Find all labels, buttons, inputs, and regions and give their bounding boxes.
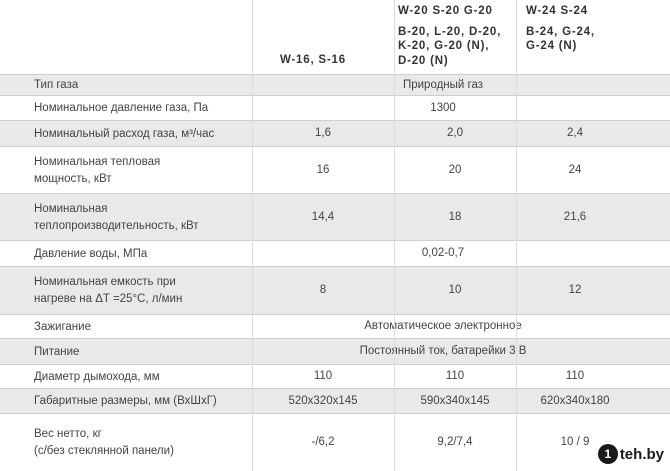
row-label-line: Зажигание — [34, 321, 91, 333]
header-line: W-20 S-20 G-20 — [398, 5, 493, 17]
header-col-w20: W-20 S-20 G-20 B-20, L-20, D-20, K-20, G… — [398, 4, 501, 68]
row-label-line: Номинальная тепловая — [34, 156, 161, 168]
row-label: Номинальный расход газа, м³/час — [34, 126, 214, 143]
row-label-line: Номинальная — [34, 203, 108, 215]
row-label-line: Диаметр дымохода, мм — [34, 371, 160, 383]
table-row: Номинальная емкость при нагреве на ΔT =25… — [0, 266, 670, 314]
row-label: Номинальное давление газа, Па — [34, 100, 208, 117]
row-label-line: Габаритные размеры, мм (ВхШхГ) — [34, 395, 217, 407]
row-value-c3: 21,6 — [563, 211, 587, 223]
row-label-line: теплопроизводительность, кВт — [34, 220, 199, 232]
header-line: W-16, S-16 — [280, 54, 346, 66]
row-value-c3: 620x340x180 — [540, 395, 610, 407]
table-header: W-16, S-16 W-20 S-20 G-20 B-20, L-20, D-… — [0, 0, 670, 74]
row-value-c1: 520x320x145 — [288, 395, 358, 407]
header-line: W-24 S-24 — [526, 5, 588, 17]
row-value-c3: 12 — [568, 284, 582, 296]
row-value-c1: 8 — [319, 284, 327, 296]
row-value-c1: -/6,2 — [311, 436, 335, 448]
row-label: Давление воды, МПа — [34, 246, 147, 263]
header-line: G-24 (N) — [526, 40, 578, 52]
row-value-merged: Постоянный ток, батарейки 3 В — [359, 345, 527, 357]
row-label-line: Номинальный расход газа, м³/час — [34, 128, 215, 140]
table-row: Вес нетто, кг (с/без стеклянной панели) -/… — [0, 413, 670, 471]
row-label-line: Вес нетто, кг — [34, 428, 102, 440]
table-row: Давление воды, МПа 0,02-0,7 — [0, 240, 670, 266]
row-value-c3: 24 — [568, 164, 582, 176]
row-value-merged: Природный газ — [402, 79, 484, 91]
header-line: B-20, L-20, D-20, — [398, 25, 502, 38]
row-label-line: мощность, кВт — [34, 173, 112, 185]
row-label: Зажигание — [34, 319, 91, 336]
watermark-badge: 1 — [597, 444, 618, 464]
table-row: Тип газа Природный газ — [0, 74, 670, 95]
row-value-c2: 9,2/7,4 — [437, 436, 473, 448]
row-label-line: Питание — [34, 346, 80, 358]
table-row: Номинальная тепловая мощность, кВт 16 20 24 — [0, 146, 670, 193]
table-row: Зажигание Автоматическое электронное — [0, 314, 670, 338]
row-label: Диаметр дымохода, мм — [34, 369, 160, 386]
watermark-text: teh.by — [619, 445, 664, 463]
row-value-c1: 14,4 — [311, 211, 335, 223]
header-line: K-20, G-20 (N), — [398, 40, 490, 52]
row-label-line: Номинальное давление газа, Па — [34, 102, 209, 114]
row-value-c3: 2,4 — [567, 127, 583, 139]
row-label-line: нагреве на ΔT =25°C, л/мин — [34, 293, 183, 305]
column-divider — [394, 0, 395, 471]
row-value-c3: 110 — [565, 370, 585, 382]
table-row: Номинальная теплопроизводительность, кВт 1… — [0, 193, 670, 240]
row-value-c1: 1,6 — [315, 127, 331, 139]
row-value-c2: 590x340x145 — [420, 395, 490, 407]
row-value-c2: 20 — [448, 164, 462, 176]
header-line: B-24, G-24, — [526, 25, 595, 38]
row-value-merged: 1300 — [430, 102, 456, 114]
row-value-c2: 2,0 — [447, 127, 463, 139]
header-col-w24: W-24 S-24 B-24, G-24, G-24 (N) — [526, 4, 595, 54]
row-value-c3: 10 / 9 — [560, 436, 590, 448]
column-divider — [252, 0, 253, 471]
row-label: Номинальная теплопроизводительность, кВт — [34, 201, 199, 235]
row-label-line: (с/без стеклянной панели) — [34, 445, 174, 457]
table-row: Номинальное давление газа, Па 1300 — [0, 95, 670, 120]
watermark-logo: 1 teh.by — [597, 443, 664, 465]
row-value-c1: 110 — [313, 370, 333, 382]
column-divider — [516, 0, 517, 471]
row-value-c2: 10 — [448, 284, 462, 296]
header-col-w16: W-16, S-16 — [280, 53, 346, 68]
row-value-c1: 16 — [316, 164, 330, 176]
row-label: Тип газа — [34, 77, 78, 94]
row-label: Номинальная тепловая мощность, кВт — [34, 154, 160, 188]
table-row: Номинальный расход газа, м³/час 1,6 2,0 2,4 — [0, 120, 670, 146]
row-value-merged: 0,02-0,7 — [421, 247, 465, 259]
row-value-c2: 110 — [445, 370, 465, 382]
table-row: Питание Постоянный ток, батарейки 3 В — [0, 338, 670, 364]
row-value-merged: Автоматическое электронное — [364, 320, 522, 332]
row-label-line: Давление воды, МПа — [34, 248, 148, 260]
row-label: Вес нетто, кг (с/без стеклянной панели) — [34, 426, 174, 460]
row-label: Габаритные размеры, мм (ВхШхГ) — [34, 393, 217, 410]
row-label: Номинальная емкость при нагреве на ΔT =25… — [34, 274, 182, 308]
row-value-c2: 18 — [448, 211, 462, 223]
table-row: Габаритные размеры, мм (ВхШхГ) 520x320x14… — [0, 388, 670, 413]
header-line: D-20 (N) — [398, 54, 449, 67]
row-label: Питание — [34, 344, 79, 361]
table-row: Диаметр дымохода, мм 110 110 110 — [0, 364, 670, 388]
row-label-line: Номинальная емкость при — [34, 276, 176, 288]
row-label-line: Тип газа — [34, 79, 79, 91]
